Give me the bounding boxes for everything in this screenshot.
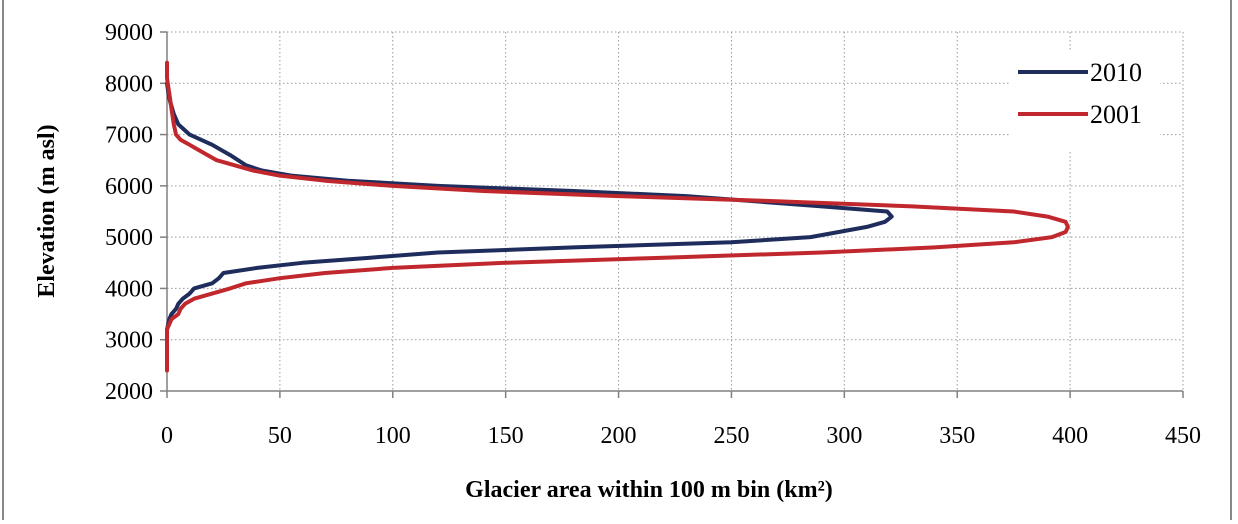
legend-label-2010: 2010 [1090, 58, 1142, 87]
x-tick-label: 450 [1165, 423, 1201, 449]
legend: 2010 2001 [1010, 50, 1160, 150]
x-tick-label: 250 [713, 423, 749, 449]
y-axis-title: Elevation (m asl) [34, 124, 60, 297]
x-tick-label: 400 [1052, 423, 1088, 449]
y-tick-label: 6000 [105, 174, 153, 200]
x-tick-label: 100 [375, 423, 411, 449]
x-tick-label: 0 [161, 423, 173, 449]
x-tick-label: 50 [268, 423, 292, 449]
y-tick-label: 7000 [105, 123, 153, 149]
y-tick-label: 3000 [105, 328, 153, 354]
grid [167, 31, 1184, 391]
series-line-2010 [165, 81, 894, 332]
legend-background [1010, 50, 1160, 150]
axes: 2000 3000 4000 5000 6000 7000 8000 9000 0 50 100 15… [105, 20, 1201, 449]
y-tick-label: 9000 [105, 20, 153, 46]
axis-labels: Glacier area within 100 m bin (km²) Elev… [34, 124, 833, 503]
x-axis-title: Glacier area within 100 m bin (km²) [465, 477, 833, 503]
x-tick-label: 300 [826, 423, 862, 449]
series-lines [165, 60, 1070, 373]
legend-label-2001: 2001 [1090, 100, 1142, 129]
series-line-2001 [165, 60, 1070, 373]
y-tick-label: 8000 [105, 71, 153, 97]
x-tick-label: 350 [939, 423, 975, 449]
y-tick-label: 4000 [105, 276, 153, 302]
y-tick-label: 5000 [105, 225, 153, 251]
x-tick-label: 150 [488, 423, 524, 449]
x-tick-label: 200 [601, 423, 637, 449]
y-tick-label: 2000 [105, 379, 153, 405]
